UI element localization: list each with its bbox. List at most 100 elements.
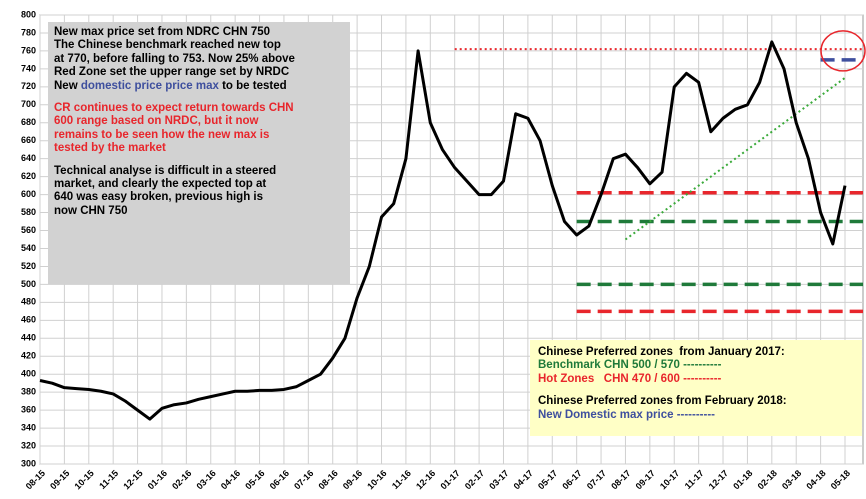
x-tick-label: 05-16 <box>243 468 266 491</box>
y-tick-label: 480 <box>21 297 36 307</box>
annotation-text: Red Zone set the upper range set by NRDC <box>54 66 290 79</box>
annotation-text: market, and clearly the expected top at <box>54 178 267 191</box>
annotation-text: tested by the market <box>54 142 166 155</box>
annotation-line: 600 range based on NRDC, but it now <box>54 115 344 128</box>
x-tick-label: 03-18 <box>780 468 803 491</box>
x-tick-label: 09-17 <box>634 468 657 491</box>
annotation-text: 640 was easy broken, previous high is <box>54 191 264 204</box>
annotation-text: domestic price price max <box>80 79 219 92</box>
x-tick-label: 07-16 <box>292 468 315 491</box>
annotation-line: Technical analyse is difficult in a stee… <box>54 165 344 178</box>
x-tick-label: 12-15 <box>121 468 144 491</box>
x-tick-label: 04-16 <box>219 468 242 491</box>
y-tick-label: 760 <box>21 45 36 55</box>
highlight-circle <box>820 30 866 72</box>
x-tick-label: 04-17 <box>512 468 535 491</box>
x-tick-label: 02-18 <box>756 468 779 491</box>
annotation-text: Chinese Preferred zones from February 20… <box>538 395 787 408</box>
x-tick-label: 08-17 <box>609 468 632 491</box>
y-tick-label: 300 <box>21 458 36 468</box>
x-tick-label: 11-17 <box>683 468 706 491</box>
annotation-text: New <box>54 79 81 92</box>
x-tick-label: 09-15 <box>48 468 71 491</box>
annotation-text: Benchmark CHN 500 / 570 ---------- <box>538 359 722 372</box>
x-tick-label: 03-17 <box>487 468 510 491</box>
x-tick-label: 11-15 <box>97 468 120 491</box>
annotation-line: remains to be seen how the new max is <box>54 129 344 142</box>
y-tick-label: 400 <box>21 369 36 379</box>
y-tick-label: 340 <box>21 422 36 432</box>
annotation-text: Chinese Preferred zones from January 201… <box>538 346 785 358</box>
x-tick-label: 08-16 <box>316 468 339 491</box>
y-tick-label: 420 <box>21 351 36 361</box>
x-tick-label: 06-17 <box>560 468 583 491</box>
y-tick-label: 380 <box>21 387 36 397</box>
x-tick-label: 12-17 <box>707 468 730 491</box>
annotation-text: Technical analyse is difficult in a stee… <box>54 164 277 177</box>
y-tick-label: 780 <box>21 27 36 37</box>
x-tick-label: 09-16 <box>341 468 364 491</box>
x-tick-label: 01-18 <box>731 468 754 491</box>
annotation-line: market, and clearly the expected top at <box>54 178 344 191</box>
annotation-line: tested by the market <box>54 142 344 155</box>
annotation-line: Benchmark CHN 500 / 570 ---------- <box>538 359 854 372</box>
price-line <box>39 40 847 421</box>
annotation-line: New domestic price price max to be teste… <box>54 80 344 93</box>
y-tick-label: 360 <box>21 404 36 414</box>
y-tick-label: 660 <box>21 135 36 145</box>
annotation-line: Hot Zones CHN 470 / 600 ---------- <box>538 373 854 386</box>
y-tick-label: 740 <box>21 63 36 73</box>
y-tick-label: 580 <box>21 207 36 217</box>
commentary-box: New max price set from NDRC CHN 750 The C… <box>48 22 350 284</box>
annotation-line: 640 was easy broken, previous high is <box>54 191 344 204</box>
annotation-line: CR continues to expect return towards CH… <box>54 102 344 115</box>
x-tick-label: 10-17 <box>658 468 681 491</box>
y-tick-label: 440 <box>21 333 36 343</box>
annotation-line: New Domestic max price ---------- <box>538 409 854 422</box>
x-tick-label: 12-16 <box>414 468 437 491</box>
annotation-line: at 770, before falling to 753. Now 25% a… <box>54 53 344 66</box>
annotation-line: now CHN 750 <box>54 205 344 218</box>
x-tick-label: 02-17 <box>463 468 486 491</box>
x-tick-label: 05-18 <box>829 468 852 491</box>
x-tick-label: 01-17 <box>438 468 461 491</box>
annotation-line: Chinese Preferred zones from January 201… <box>538 346 854 359</box>
annotation-text: 600 range based on NRDC, but it now <box>54 115 259 128</box>
y-tick-label: 520 <box>21 261 36 271</box>
y-tick-label: 500 <box>21 279 36 289</box>
y-tick-label: 560 <box>21 225 36 235</box>
annotation-line: Red Zone set the upper range set by NRDC <box>54 66 344 79</box>
legend-box: Chinese Preferred zones from January 201… <box>530 340 862 436</box>
y-tick-label: 720 <box>21 81 36 91</box>
trend-line <box>624 77 846 241</box>
x-tick-label: 10-16 <box>365 468 388 491</box>
x-tick-label: 02-16 <box>170 468 193 491</box>
annotation-line: Chinese Preferred zones from February 20… <box>538 395 854 408</box>
x-tick-label: 07-17 <box>585 468 608 491</box>
x-tick-label: 08-15 <box>24 468 47 491</box>
annotation-line: The Chinese benchmark reached new top <box>54 39 344 52</box>
y-tick-label: 600 <box>21 189 36 199</box>
annotation-text: Hot Zones CHN 470 / 600 ---------- <box>538 372 722 385</box>
annotation-line: New max price set from NDRC CHN 750 <box>54 26 344 39</box>
annotation-text: now CHN 750 <box>54 204 128 217</box>
y-tick-label: 700 <box>21 99 36 109</box>
y-tick-label: 540 <box>21 243 36 253</box>
x-tick-label: 04-18 <box>804 468 827 491</box>
annotation-text: to be tested <box>218 79 287 92</box>
x-tick-label: 05-17 <box>536 468 559 491</box>
y-tick-label: 320 <box>21 440 36 450</box>
y-tick-label: 620 <box>21 171 36 181</box>
annotation-text: New Domestic max price ---------- <box>538 408 715 421</box>
y-tick-label: 460 <box>21 315 36 325</box>
x-tick-label: 06-16 <box>268 468 291 491</box>
x-tick-label: 01-16 <box>146 468 169 491</box>
y-tick-label: 800 <box>21 9 36 19</box>
annotation-text: The Chinese benchmark reached new top <box>54 39 281 52</box>
y-tick-label: 640 <box>21 153 36 163</box>
annotation-text: New max price set from NDRC CHN 750 <box>54 26 271 38</box>
annotation-text: remains to be seen how the new max is <box>54 128 270 141</box>
x-tick-label: 11-16 <box>390 468 413 491</box>
x-tick-label: 03-16 <box>194 468 217 491</box>
y-tick-label: 680 <box>21 117 36 127</box>
